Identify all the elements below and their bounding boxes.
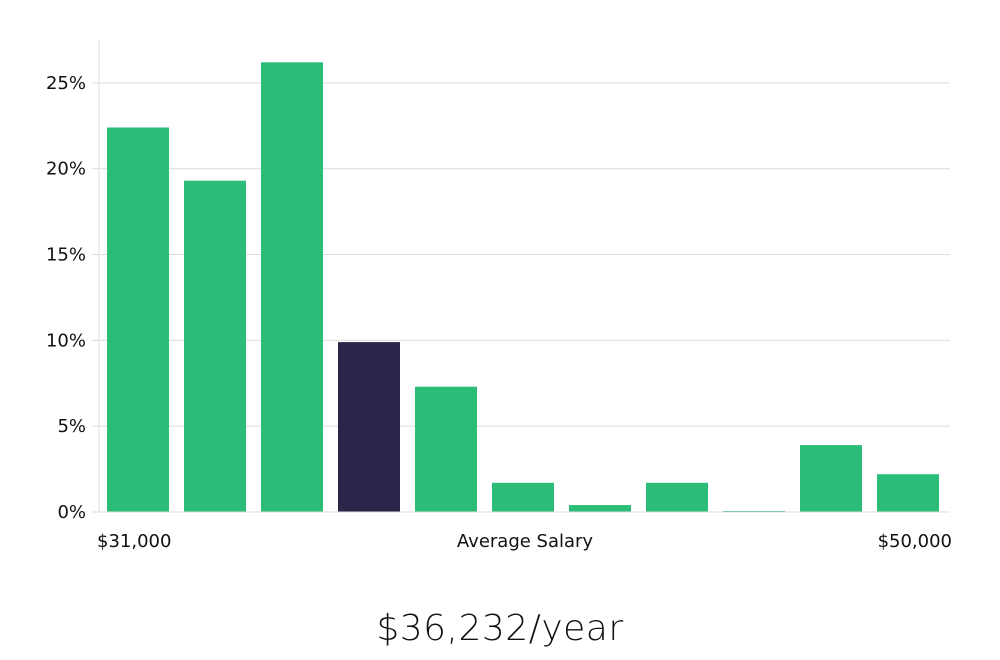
y-tick-label: 25% — [46, 73, 86, 94]
y-tick-label: 15% — [46, 245, 86, 266]
y-tick-label: 10% — [46, 330, 86, 351]
bar — [569, 505, 631, 512]
salary-histogram: 0%5%10%15%20%25% $31,000 Average Salary … — [46, 40, 952, 552]
average-salary-value: $36,232/year — [376, 608, 624, 649]
x-max-label: $50,000 — [878, 531, 952, 552]
bar — [261, 62, 323, 513]
y-tick-label: 0% — [57, 502, 86, 523]
bars — [107, 62, 939, 513]
bar — [415, 386, 477, 512]
x-min-label: $31,000 — [97, 531, 171, 552]
bar — [877, 474, 939, 512]
bar — [646, 482, 708, 512]
y-tick-label: 20% — [46, 159, 86, 180]
bar — [107, 127, 169, 512]
bar-highlighted — [338, 342, 400, 512]
y-tick-label: 5% — [57, 416, 86, 437]
bar — [800, 445, 862, 512]
bar — [184, 180, 246, 512]
bar — [492, 482, 554, 512]
x-axis-title: Average Salary — [457, 531, 594, 552]
y-tick-labels: 0% 5% 10% 15% 20% 25% — [46, 73, 99, 523]
